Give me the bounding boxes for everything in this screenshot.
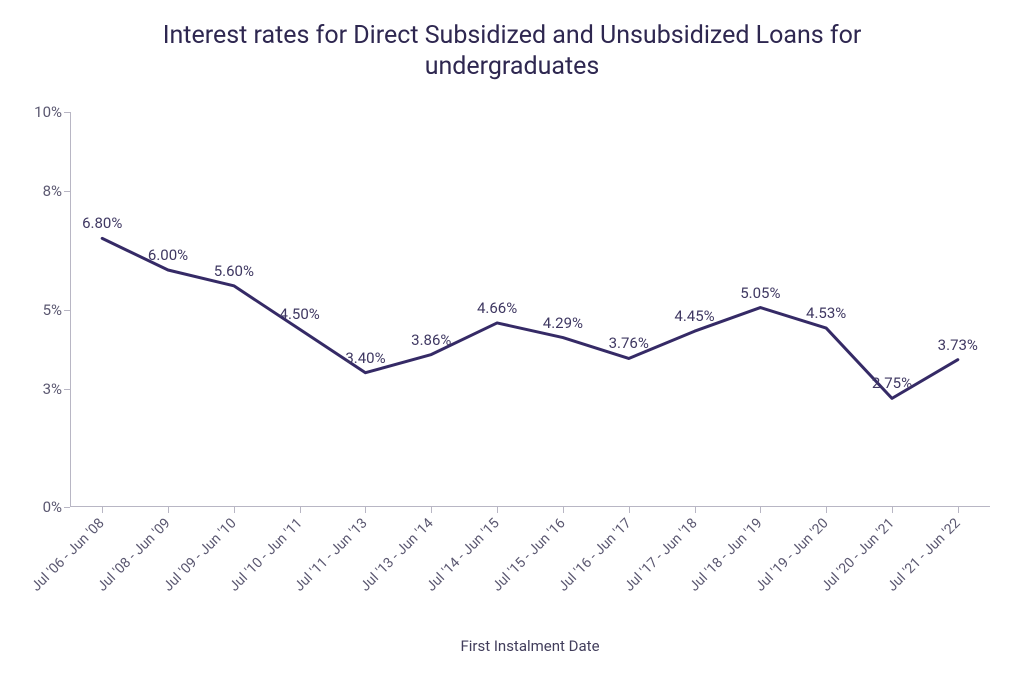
- point-label: 3.76%: [609, 334, 649, 352]
- line-series: [70, 112, 990, 507]
- y-tick-label: 3%: [43, 380, 62, 398]
- y-tick-label: 5%: [43, 301, 62, 319]
- chart-container: Interest rates for Direct Subsidized and…: [0, 0, 1024, 683]
- x-tick-mark: [168, 507, 169, 513]
- point-label: 4.45%: [674, 307, 714, 325]
- chart-plot-area: First Instalment Date 0%3%5%8%10%Jul '06…: [70, 112, 990, 507]
- x-tick-mark: [497, 507, 498, 513]
- x-tick-mark: [431, 507, 432, 513]
- x-tick-mark: [958, 507, 959, 513]
- x-tick-mark: [760, 507, 761, 513]
- point-label: 4.53%: [806, 304, 846, 322]
- point-label: 4.66%: [477, 299, 517, 317]
- x-tick-mark: [563, 507, 564, 513]
- point-label: 3.73%: [938, 336, 978, 354]
- point-label: 5.05%: [740, 284, 780, 302]
- y-tick-label: 10%: [34, 103, 62, 121]
- x-tick-mark: [102, 507, 103, 513]
- y-tick-label: 8%: [43, 182, 62, 200]
- x-tick-mark: [629, 507, 630, 513]
- x-tick-mark: [300, 507, 301, 513]
- x-tick-mark: [826, 507, 827, 513]
- y-tick-mark: [64, 507, 70, 508]
- x-axis-title: First Instalment Date: [70, 637, 990, 655]
- x-tick-mark: [234, 507, 235, 513]
- y-tick-mark: [64, 389, 70, 390]
- y-tick-mark: [64, 191, 70, 192]
- point-label: 3.40%: [345, 349, 385, 367]
- point-label: 6.80%: [82, 214, 122, 232]
- point-label: 2.75%: [872, 374, 912, 392]
- point-label: 5.60%: [214, 262, 254, 280]
- point-label: 4.50%: [280, 305, 320, 323]
- chart-title: Interest rates for Direct Subsidized and…: [0, 20, 1024, 83]
- point-label: 4.29%: [543, 314, 583, 332]
- x-tick-mark: [365, 507, 366, 513]
- point-label: 6.00%: [148, 246, 188, 264]
- y-tick-mark: [64, 112, 70, 113]
- y-tick-label: 0%: [43, 498, 62, 516]
- point-label: 3.86%: [411, 331, 451, 349]
- x-tick-mark: [892, 507, 893, 513]
- x-tick-mark: [695, 507, 696, 513]
- y-tick-mark: [64, 310, 70, 311]
